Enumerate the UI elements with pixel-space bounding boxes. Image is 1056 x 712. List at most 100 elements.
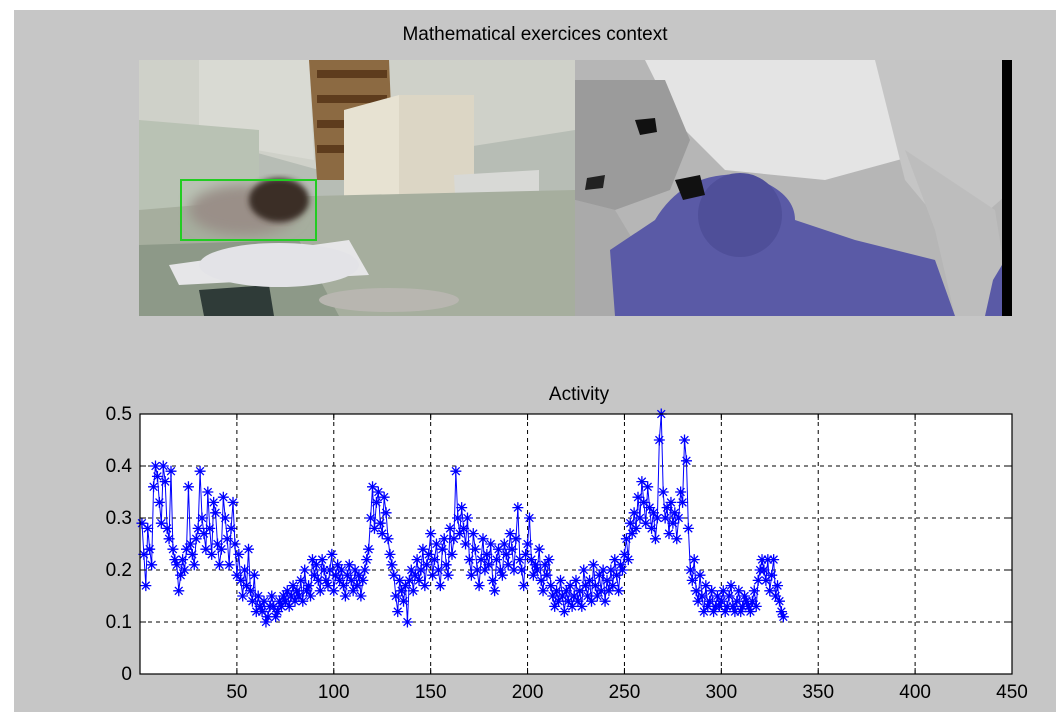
data-point (399, 580, 411, 592)
data-point (673, 512, 685, 524)
data-point (504, 528, 516, 540)
data-point (615, 559, 627, 571)
data-point (324, 564, 336, 576)
x-tick-label: 400 (899, 682, 931, 703)
data-point (622, 554, 634, 566)
data-point (471, 564, 483, 576)
data-point (173, 585, 185, 597)
data-point (671, 533, 683, 545)
data-point (237, 590, 249, 602)
image-panel (139, 60, 1012, 316)
data-point (202, 486, 214, 498)
data-point (175, 569, 187, 581)
data-point (717, 585, 729, 597)
data-point (429, 554, 441, 566)
data-point (607, 580, 619, 592)
data-point (653, 434, 665, 446)
data-point (316, 554, 328, 566)
data-point (463, 554, 475, 566)
data-point (357, 574, 369, 586)
data-point (510, 533, 522, 545)
data-point (192, 522, 204, 534)
data-point (605, 564, 617, 576)
data-point (444, 522, 456, 534)
data-point (221, 533, 233, 545)
data-point (200, 543, 212, 555)
data-point (233, 548, 245, 560)
data-point (742, 600, 754, 612)
data-point (219, 512, 231, 524)
data-point (434, 580, 446, 592)
data-point (275, 600, 287, 612)
data-point (409, 569, 421, 581)
data-point (696, 590, 708, 602)
data-point (310, 559, 322, 571)
figure-window: Mathematical exercices context (14, 10, 1056, 712)
data-point (496, 569, 508, 581)
data-point (349, 564, 361, 576)
data-point (713, 600, 725, 612)
y-tick-label: 0.1 (106, 612, 132, 633)
data-point (665, 496, 677, 508)
y-tick-label: 0.5 (106, 404, 132, 425)
data-point (690, 585, 702, 597)
data-point (363, 543, 375, 555)
data-point (487, 574, 499, 586)
data-point (287, 580, 299, 592)
x-tick-label: 100 (318, 682, 350, 703)
data-point (617, 564, 629, 576)
data-point (477, 533, 489, 545)
data-point (140, 580, 152, 592)
data-point (522, 538, 534, 550)
data-point (498, 538, 510, 550)
data-point (708, 606, 720, 618)
data-point (334, 574, 346, 586)
data-point (723, 590, 735, 602)
data-point (537, 585, 549, 597)
data-point (384, 548, 396, 560)
data-point (454, 528, 466, 540)
data-point (167, 543, 179, 555)
data-point (430, 538, 442, 550)
data-point (694, 569, 706, 581)
data-point (401, 616, 413, 628)
data-point (246, 595, 258, 607)
data-point (299, 564, 311, 576)
data-point (452, 512, 464, 524)
depth-map-image (575, 60, 1012, 316)
y-tick-label: 0 (121, 664, 132, 685)
data-point (762, 554, 774, 566)
data-point (448, 533, 460, 545)
data-point (260, 616, 272, 628)
data-point (628, 507, 640, 519)
data-point (558, 606, 570, 618)
data-point (417, 543, 429, 555)
data-point (669, 507, 681, 519)
data-point (727, 600, 739, 612)
data-point (704, 595, 716, 607)
data-point (632, 491, 644, 503)
data-point (223, 559, 235, 571)
data-point (403, 574, 415, 586)
data-point (396, 585, 408, 597)
data-point (386, 559, 398, 571)
data-point (217, 491, 229, 503)
data-point (719, 606, 731, 618)
data-point (677, 496, 689, 508)
data-point (775, 606, 787, 618)
data-point (485, 538, 497, 550)
data-point (492, 543, 504, 555)
data-point (582, 590, 594, 602)
x-tick-label: 300 (705, 682, 737, 703)
data-point (419, 580, 431, 592)
data-point (442, 569, 454, 581)
data-point (250, 606, 262, 618)
data-point (473, 580, 485, 592)
data-point (291, 585, 303, 597)
data-point (279, 595, 291, 607)
data-point (415, 564, 427, 576)
data-point (748, 585, 760, 597)
data-point (675, 486, 687, 498)
data-point (460, 538, 472, 550)
data-point (308, 569, 320, 581)
